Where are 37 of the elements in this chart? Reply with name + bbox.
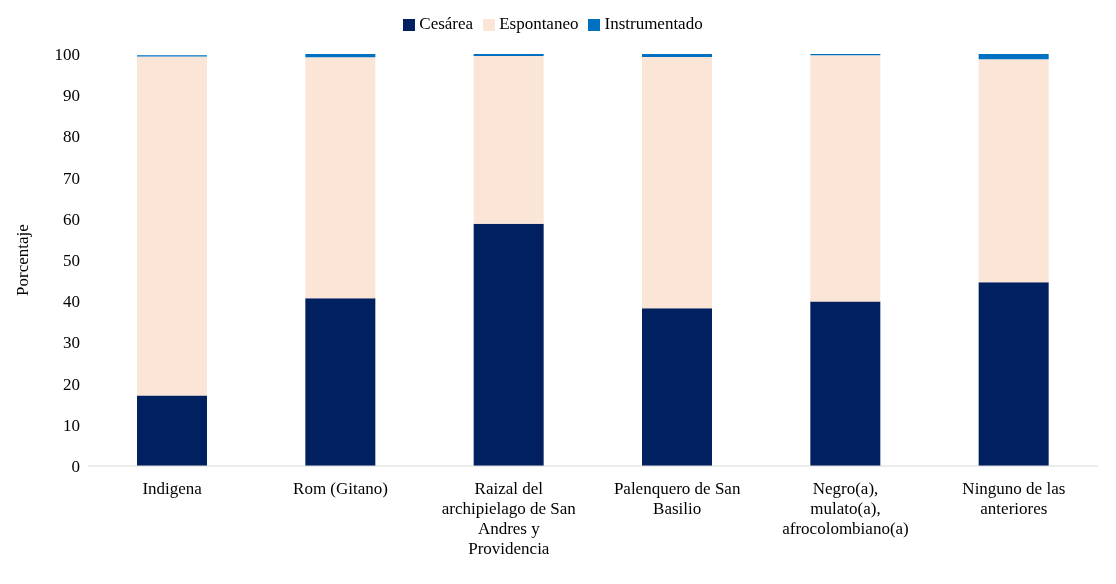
bar [473, 223, 544, 466]
y-tick-label: 20 [63, 374, 80, 394]
y-tick-label: 70 [63, 168, 80, 188]
bar [642, 56, 712, 309]
y-tick-label: 100 [54, 45, 80, 65]
x-tick-label: Raizal del archipielago de San Andres y Providencia [441, 479, 577, 558]
y-tick-label: 90 [63, 86, 80, 106]
y-tick-label: 60 [63, 209, 80, 229]
legend-label: Instrumentado [604, 14, 703, 33]
bar [978, 282, 1049, 466]
bar [305, 298, 376, 466]
y-tick-label: 10 [63, 415, 80, 435]
bar [810, 301, 881, 466]
x-tick-label: Rom (Gitano) [293, 479, 388, 498]
bar [978, 54, 1049, 60]
bar [305, 57, 376, 299]
legend-label: Cesárea [419, 14, 474, 33]
x-tick-label: Palenquero de San Basilio [613, 479, 741, 518]
y-tick-label: 50 [63, 251, 80, 271]
y-tick-label: 80 [63, 127, 80, 147]
y-tick-label: 30 [63, 333, 80, 353]
bar [978, 59, 1049, 283]
bar [473, 54, 544, 57]
legend-label: Espontaneo [499, 14, 579, 33]
bar [137, 56, 207, 396]
x-tick-label: Indigena [142, 479, 203, 498]
x-tick-label: Ninguno de las anteriores [962, 479, 1066, 518]
bar [137, 395, 207, 466]
y-tick-label: 40 [63, 292, 80, 312]
bar [810, 55, 881, 302]
x-tick-label: Negro(a), mulato(a), afrocolombiano(a) [782, 479, 909, 538]
bar [642, 308, 712, 466]
bar [473, 56, 544, 224]
y-tick-label: 0 [71, 457, 80, 477]
y-axis-title: Porcentaje [13, 224, 33, 296]
bar [642, 54, 712, 57]
bar [305, 54, 376, 58]
